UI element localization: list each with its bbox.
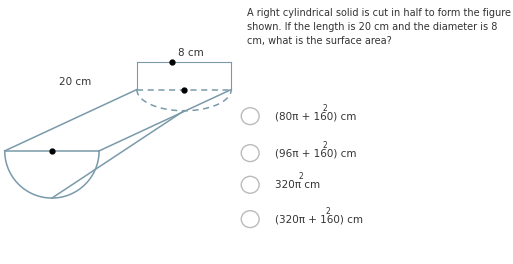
Text: (80π + 160) cm: (80π + 160) cm [275,111,357,121]
Text: 2: 2 [322,104,327,113]
Text: A right cylindrical solid is cut in half to form the figure
shown. If the length: A right cylindrical solid is cut in half… [247,8,511,46]
Text: 20 cm: 20 cm [60,77,92,87]
Text: 2: 2 [322,141,327,150]
Text: (96π + 160) cm: (96π + 160) cm [275,148,357,158]
Text: 2: 2 [326,207,330,216]
Text: (320π + 160) cm: (320π + 160) cm [275,214,363,224]
Text: 320π cm: 320π cm [275,180,321,190]
Text: 2: 2 [299,172,304,181]
Text: 8 cm: 8 cm [179,48,204,58]
